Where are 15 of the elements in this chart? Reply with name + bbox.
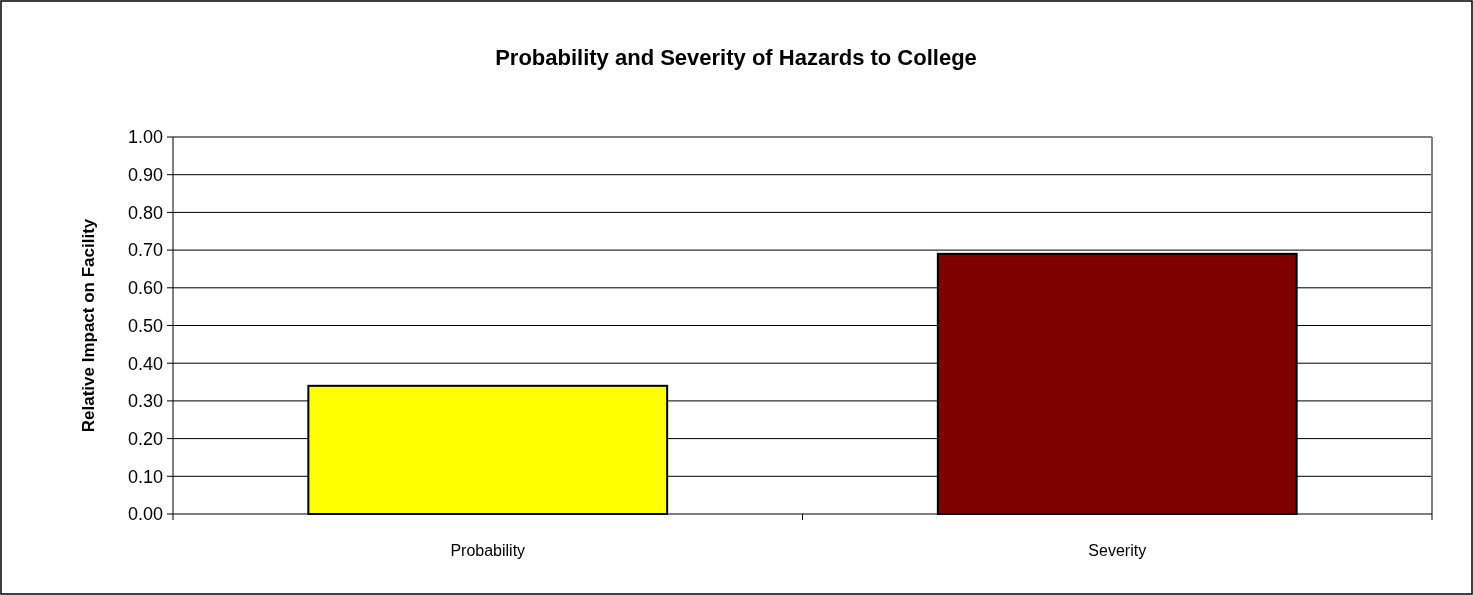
x-tick-label: Severity: [1088, 542, 1147, 559]
y-tick-label: 0.40: [127, 353, 163, 374]
y-tick-label: 0.20: [127, 428, 163, 449]
y-tick-label: 1.00: [127, 127, 163, 148]
chart-title: Probability and Severity of Hazards to College: [495, 45, 977, 70]
y-tick-label: 0.70: [127, 240, 163, 261]
y-tick-label: 0.10: [127, 466, 163, 487]
y-tick-label: 0.90: [127, 165, 163, 185]
y-axis-title: Relative Impact on Facility: [79, 218, 98, 433]
y-tick-label: 0.00: [127, 504, 163, 525]
y-tick-label: 0.80: [127, 202, 163, 223]
x-tick-label: Probability: [450, 542, 526, 559]
y-tick-label: 0.30: [127, 391, 163, 412]
y-tick-label: 0.50: [127, 315, 163, 336]
y-tick-label: 0.60: [127, 278, 163, 299]
